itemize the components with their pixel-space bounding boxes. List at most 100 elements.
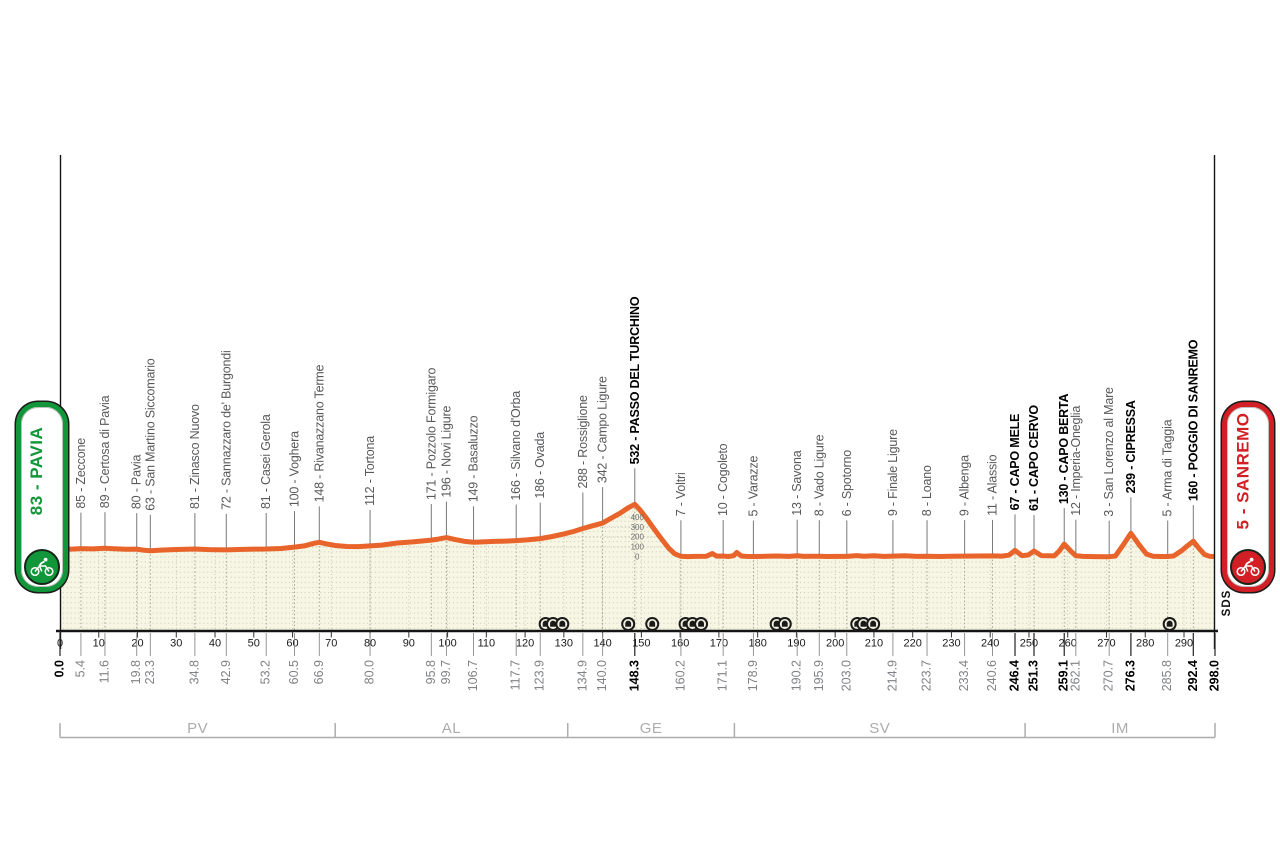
town-label: 149 - Basaluzzo [467,415,481,502]
town-label: 166 - Silvano d'Orba [509,391,523,501]
km-value-label: 80.0 [363,660,377,684]
province-label: IM [1111,720,1129,737]
tick-label: 120 [516,638,534,650]
tick-label: 100 [438,638,456,650]
km-value-label: 134.9 [575,660,589,691]
km-values: 0.0 5.4 11.6 19.8 23.3 34.8 42.9 53.2 60.5 66.9 80… [53,633,1222,691]
tick-label: 180 [748,638,766,650]
km-value-label: 117.7 [509,660,523,690]
km-value-label: 276.3 [1123,660,1137,691]
km-value-label: 214.9 [885,660,899,691]
elevation-scale-label: 100 [631,543,645,552]
town-label: 61 - CAPO CERVO [1027,405,1041,511]
province-label: SV [869,720,890,737]
tunnel-icon [866,617,881,631]
km-value-label: 42.9 [219,660,233,684]
tick-label: 270 [1097,638,1115,650]
finish-badge-circle [1230,549,1266,585]
elevation-scale-label: 200 [631,533,645,542]
town-label: 532 - PASSO DEL TURCHINO [628,296,642,464]
tick-label: 110 [478,638,496,650]
town-label: 130 - CAPO BERTA [1057,393,1071,504]
tick-label: 130 [555,638,573,650]
tick-label: 260 [1059,638,1077,650]
town-label: 8 - Vado Ligure [812,434,826,516]
town-markers: 85 - Zeccone 89 - Certosa di Pavia 80 - Pa… [74,296,1200,555]
km-value-label: 223.7 [920,660,934,691]
tunnel-icons [538,617,1177,631]
tick-label: 10 [93,638,105,650]
tick-label: 250 [1020,638,1038,650]
start-badge-circle [24,549,60,585]
town-label: 160 - POGGIO DI SANREMO [1186,339,1200,501]
finish-badge-label: 5 - SANREMO [1233,412,1252,530]
tunnel-icon [621,617,636,631]
km-value-label: 95.8 [424,660,438,684]
km-value-label: 240.6 [985,660,999,691]
km-value-label: 246.4 [1008,660,1022,691]
km-value-label: 292.4 [1186,660,1200,691]
town-label: 112 - Tortona [363,436,377,506]
town-label: 148 - Rivanazzano Terme [312,364,326,502]
elevation-scale-label: 0 [635,553,640,562]
tunnel-icon [856,617,871,631]
province-label: AL [442,720,461,737]
finish-badge-textbox: 5 - SANREMO [1227,409,1259,533]
town-label: 67 - CAPO MELE [1008,414,1022,511]
sds-logo: SDS [1221,589,1233,617]
tick-label: 220 [904,638,922,650]
tick-label: 150 [632,638,650,650]
town-label: 9 - Albenga [958,455,972,516]
town-label: 7 - Voltri [674,472,688,516]
cyclist-icon [30,557,54,577]
tunnel-icon [645,617,660,631]
town-label: 100 - Voghera [287,431,301,507]
km-value-label: 66.9 [312,660,326,684]
tick-label: 190 [787,638,805,650]
km-value-label: 60.5 [287,660,301,684]
km-value-label: 34.8 [187,660,201,684]
km-value-label: 123.9 [533,660,547,691]
km-value-label: 160.2 [673,660,687,691]
town-label: 186 - Ovada [533,432,547,499]
finish-badge: 5 - SANREMO [1222,402,1274,592]
km-value-label: 251.3 [1026,660,1040,691]
elevation-scale-label: 400 [631,513,645,522]
km-value-label: 19.8 [129,660,143,684]
town-label: 8 - Loano [920,465,934,516]
tick-label: 240 [981,638,999,650]
town-label: 5 - Varazze [746,455,760,516]
town-label: 85 - Zeccone [74,438,88,509]
town-label: 11 - Alassio [986,454,1000,516]
km-value-label: 262.1 [1068,660,1082,691]
tunnel-icon [777,617,792,631]
profile-area [60,504,1215,631]
tunnel-icon [1162,617,1177,631]
km-value-label: 285.8 [1160,660,1174,691]
km-value-label: 270.7 [1102,660,1116,691]
tunnel-icon [694,617,709,631]
town-label: 12 - Imperia-Oneglia [1069,406,1083,516]
km-value-label: 195.9 [812,660,826,691]
province-label: GE [640,720,663,737]
town-label: 10 - Cogoleto [716,443,730,516]
km-value-label: 178.9 [746,660,760,691]
town-label: 81 - Casei Gerola [259,414,273,509]
town-label: 63 - San Martino Siccomario [143,358,157,511]
town-label: 6 - Spotorno [840,450,854,517]
km-value-label: 203.0 [839,660,853,691]
km-value-label: 11.6 [97,660,111,683]
km-value-label: 190.2 [790,660,804,691]
town-label: 342 - Campo Ligure [596,376,610,483]
tick-label: 20 [131,638,143,650]
start-badge: 83 - PAVIA [16,402,68,592]
town-label: 13 - Savona [790,450,804,515]
town-label: 288 - Rossiglione [576,395,590,488]
tick-label: 280 [1136,638,1154,650]
town-label: 9 - Finale Ligure [886,429,900,516]
elevation-scale-label: 300 [631,523,645,532]
tick-label: 60 [286,638,298,650]
tick-label: 290 [1175,638,1193,650]
